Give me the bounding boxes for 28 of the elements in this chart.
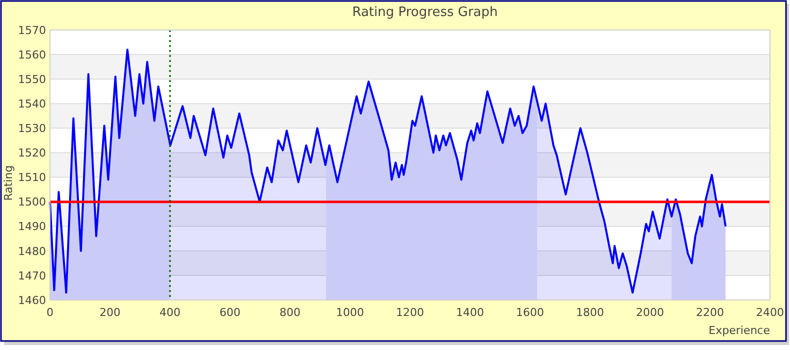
x-tick-label: 600 (220, 306, 240, 319)
chart-title: Rating Progress Graph (352, 5, 498, 20)
x-tick-label: 2000 (636, 306, 664, 319)
y-axis-title: Rating (2, 165, 15, 201)
y-tick-label: 1480 (18, 244, 46, 258)
y-tick-label: 1530 (18, 122, 46, 136)
x-tick-label: 1600 (516, 306, 544, 319)
y-tick-label: 1570 (18, 24, 46, 37)
x-tick-label: 1200 (396, 306, 424, 319)
y-tick-label: 1540 (18, 97, 46, 110)
y-tick-label: 1470 (18, 269, 46, 282)
y-tick-label: 1560 (18, 48, 46, 62)
y-tick-label: 1510 (18, 171, 46, 184)
x-tick-label: 1400 (456, 306, 484, 319)
x-tick-label: 0 (46, 306, 54, 319)
x-tick-label: 1000 (336, 306, 364, 319)
x-tick-label: 400 (160, 306, 180, 319)
y-tick-label: 1500 (18, 196, 46, 209)
y-tick-label: 1460 (18, 294, 46, 307)
x-axis-title: Experience (708, 324, 770, 337)
x-tick-label: 2200 (696, 306, 724, 319)
y-tick-label: 1520 (18, 146, 46, 160)
x-tick-label: 1800 (576, 306, 604, 319)
x-tick-label: 200 (100, 306, 120, 319)
x-tick-label: 800 (280, 306, 300, 319)
x-tick-label: 2400 (756, 306, 784, 319)
y-tick-label: 1550 (18, 72, 46, 86)
y-tick-label: 1490 (18, 220, 46, 234)
